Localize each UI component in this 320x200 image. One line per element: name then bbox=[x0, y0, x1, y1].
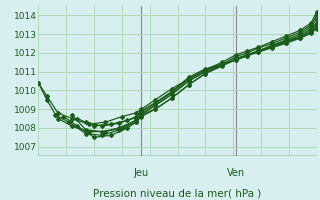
Text: Jeu: Jeu bbox=[134, 168, 149, 178]
Text: Pression niveau de la mer( hPa ): Pression niveau de la mer( hPa ) bbox=[93, 189, 262, 199]
Text: Ven: Ven bbox=[227, 168, 245, 178]
